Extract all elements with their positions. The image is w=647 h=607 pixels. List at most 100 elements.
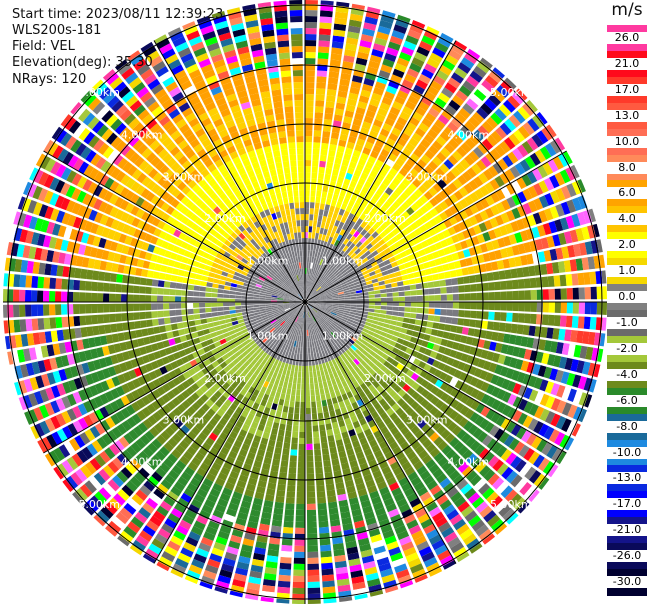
range-gate — [299, 311, 302, 318]
range-gate — [392, 306, 399, 311]
range-gate — [300, 220, 305, 227]
range-gate — [284, 316, 290, 322]
range-gate — [434, 337, 443, 345]
range-gate — [301, 317, 304, 324]
range-gate — [388, 546, 402, 557]
range-gate — [86, 326, 94, 337]
range-gate — [151, 471, 163, 483]
range-gate — [392, 367, 401, 376]
range-gate — [464, 487, 477, 500]
range-gate — [127, 521, 141, 534]
range-gate — [282, 448, 290, 456]
range-gate — [362, 340, 369, 347]
range-gate — [85, 304, 92, 314]
range-gate — [566, 302, 573, 314]
range-gate — [360, 499, 372, 509]
range-gate — [422, 496, 435, 507]
range-gate — [383, 360, 391, 368]
range-gate — [386, 306, 393, 311]
range-gate — [312, 346, 316, 354]
range-gate — [432, 322, 440, 330]
range-gate — [372, 372, 380, 381]
range-gate — [470, 388, 480, 399]
range-gate — [238, 506, 250, 515]
range-gate — [336, 334, 342, 341]
range-gate — [466, 538, 481, 551]
range-gate — [310, 196, 316, 203]
range-gate — [480, 393, 491, 405]
range-gate — [479, 329, 487, 339]
range-gate — [242, 494, 253, 503]
range-gate — [319, 28, 332, 36]
range-gate — [410, 372, 420, 381]
range-gate — [73, 304, 80, 315]
range-gate — [406, 329, 414, 336]
range-gate — [305, 52, 316, 59]
range-gate — [43, 277, 51, 289]
range-gate — [214, 456, 225, 466]
range-gate — [190, 477, 201, 488]
range-gate — [241, 396, 249, 405]
range-gate — [393, 492, 405, 503]
range-gate — [292, 431, 299, 438]
range-gate — [175, 444, 186, 455]
range-gate — [253, 294, 260, 298]
range-gate — [354, 593, 368, 600]
range-gate — [201, 427, 211, 437]
range-gate — [323, 210, 329, 217]
range-gate — [205, 437, 215, 447]
range-gate — [316, 370, 321, 377]
range-gate — [305, 94, 314, 101]
range-gate — [577, 376, 588, 390]
range-gate — [314, 112, 324, 119]
range-gate — [3, 304, 8, 318]
range-gate — [318, 166, 326, 174]
range-gate — [335, 408, 342, 416]
range-gate — [289, 370, 295, 378]
range-gate — [211, 547, 225, 557]
range-gate — [281, 349, 287, 357]
range-gate — [328, 507, 339, 515]
range-gate — [282, 197, 289, 205]
range-gate — [293, 308, 298, 314]
range-gate — [453, 496, 467, 508]
range-gate — [390, 320, 397, 326]
range-gate — [300, 208, 305, 215]
range-gate — [495, 415, 506, 427]
range-gate — [571, 423, 581, 437]
range-gate — [257, 356, 264, 364]
range-gate — [251, 440, 260, 449]
range-gate — [527, 418, 539, 431]
range-gate — [212, 482, 223, 493]
range-gate — [308, 232, 312, 239]
range-gate — [454, 402, 465, 413]
range-gate — [219, 417, 228, 427]
range-gate — [351, 508, 362, 517]
range-gate — [388, 364, 396, 372]
range-gate — [524, 302, 531, 312]
range-gate — [270, 357, 276, 365]
range-gate — [319, 338, 324, 345]
range-gate — [346, 546, 359, 555]
range-gate — [37, 276, 45, 289]
range-gate — [335, 439, 344, 447]
range-gate — [398, 456, 409, 466]
range-gate — [340, 511, 351, 519]
range-gate — [116, 274, 124, 283]
range-gate — [282, 216, 288, 223]
range-gate — [311, 329, 314, 336]
range-gate — [217, 289, 224, 294]
range-gate — [423, 363, 432, 372]
range-gate — [157, 295, 164, 302]
range-gate — [350, 368, 357, 376]
range-gate — [317, 406, 323, 414]
range-gate — [292, 377, 298, 384]
range-gate — [340, 367, 346, 375]
range-gate — [311, 407, 317, 414]
range-gate — [380, 412, 389, 421]
range-gate — [220, 563, 235, 573]
range-gate — [319, 227, 324, 235]
range-gate — [115, 293, 122, 302]
range-gate — [355, 451, 365, 460]
range-gate — [372, 316, 380, 321]
